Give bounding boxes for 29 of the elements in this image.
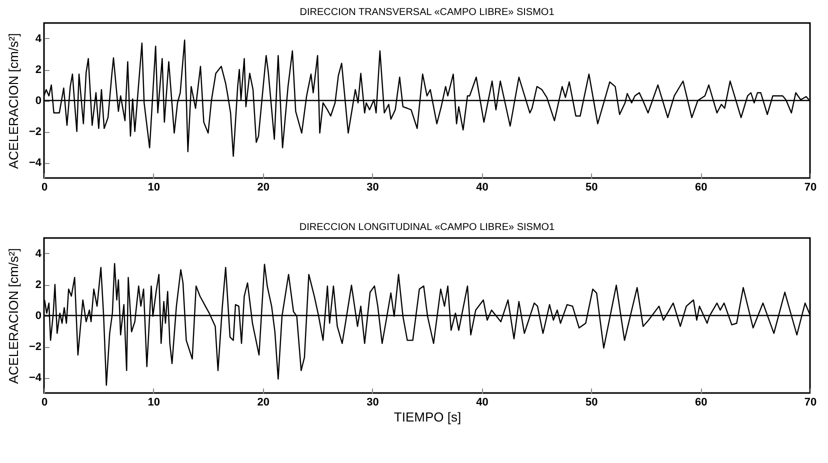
y-tick-label: −4 <box>28 372 42 384</box>
y-tick-label: 0 <box>35 310 42 322</box>
chart-title: DIRECCION LONGITUDINAL «CAMPO LIBRE» SISMO1 <box>299 222 556 233</box>
y-tick-label: −2 <box>28 126 42 138</box>
x-tick-label: 20 <box>257 396 270 408</box>
y-axis-title: ACELERACION [cm/s²] <box>6 33 21 169</box>
x-tick-label: 10 <box>148 182 160 194</box>
y-tick-label: 4 <box>35 33 42 45</box>
chart-title: DIRECCION TRANSVERSAL «CAMPO LIBRE» SISMO1 <box>300 7 555 18</box>
x-tick-label: 20 <box>257 182 270 194</box>
x-tick-label: 30 <box>366 396 379 408</box>
x-tick-label: 30 <box>366 182 379 194</box>
x-tick-label: 40 <box>476 396 488 408</box>
y-tick-label: 4 <box>35 248 42 260</box>
y-tick-label: 2 <box>35 279 42 291</box>
y-tick-label: −4 <box>28 157 42 169</box>
x-tick-label: 70 <box>804 396 817 408</box>
x-tick-label: 70 <box>804 182 817 194</box>
x-tick-label: 10 <box>148 396 160 408</box>
y-axis-title: ACELERACION [cm/s²] <box>6 248 21 384</box>
y-tick-label: 2 <box>35 64 42 76</box>
y-tick-label: 0 <box>35 95 42 107</box>
x-tick-label: 50 <box>586 182 598 194</box>
x-axis-title: TIEMPO [s] <box>394 410 462 424</box>
x-tick-label: 40 <box>476 182 488 194</box>
x-tick-label: 60 <box>694 396 708 408</box>
x-tick-label: 50 <box>586 396 598 408</box>
x-tick-label: 60 <box>694 182 708 194</box>
y-tick-label: −2 <box>28 341 42 353</box>
